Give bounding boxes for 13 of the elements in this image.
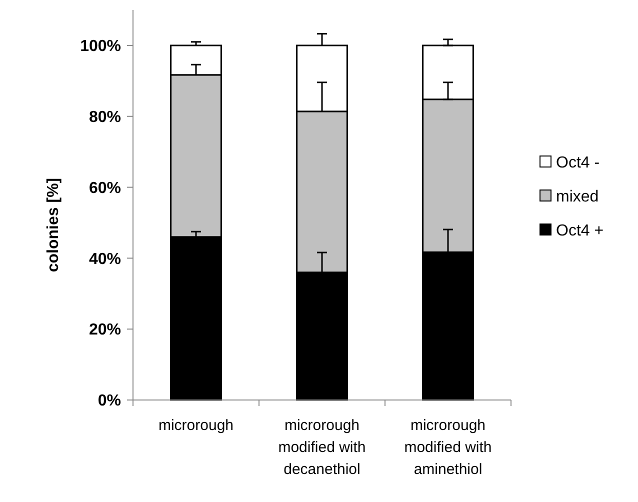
x-tick-label: microrough: [158, 417, 234, 434]
x-tick-label: microrough modified with decanethiol: [278, 417, 366, 478]
y-tick-label: 60%: [88, 180, 121, 197]
legend-label: Oct4 +: [556, 222, 604, 240]
y-tick-label: 40%: [88, 250, 121, 268]
y-axis-title: colonies [%]: [45, 178, 62, 272]
x-tick-label: microrough modified with aminethiol: [404, 417, 492, 478]
legend-label: mixed: [556, 188, 599, 206]
y-tick-label: 0%: [98, 392, 121, 410]
y-tick-label: 20%: [88, 322, 121, 339]
y-tick-label: 100%: [80, 38, 121, 56]
y-tick-label: 80%: [88, 108, 121, 126]
legend-label: Oct4 -: [556, 154, 600, 172]
